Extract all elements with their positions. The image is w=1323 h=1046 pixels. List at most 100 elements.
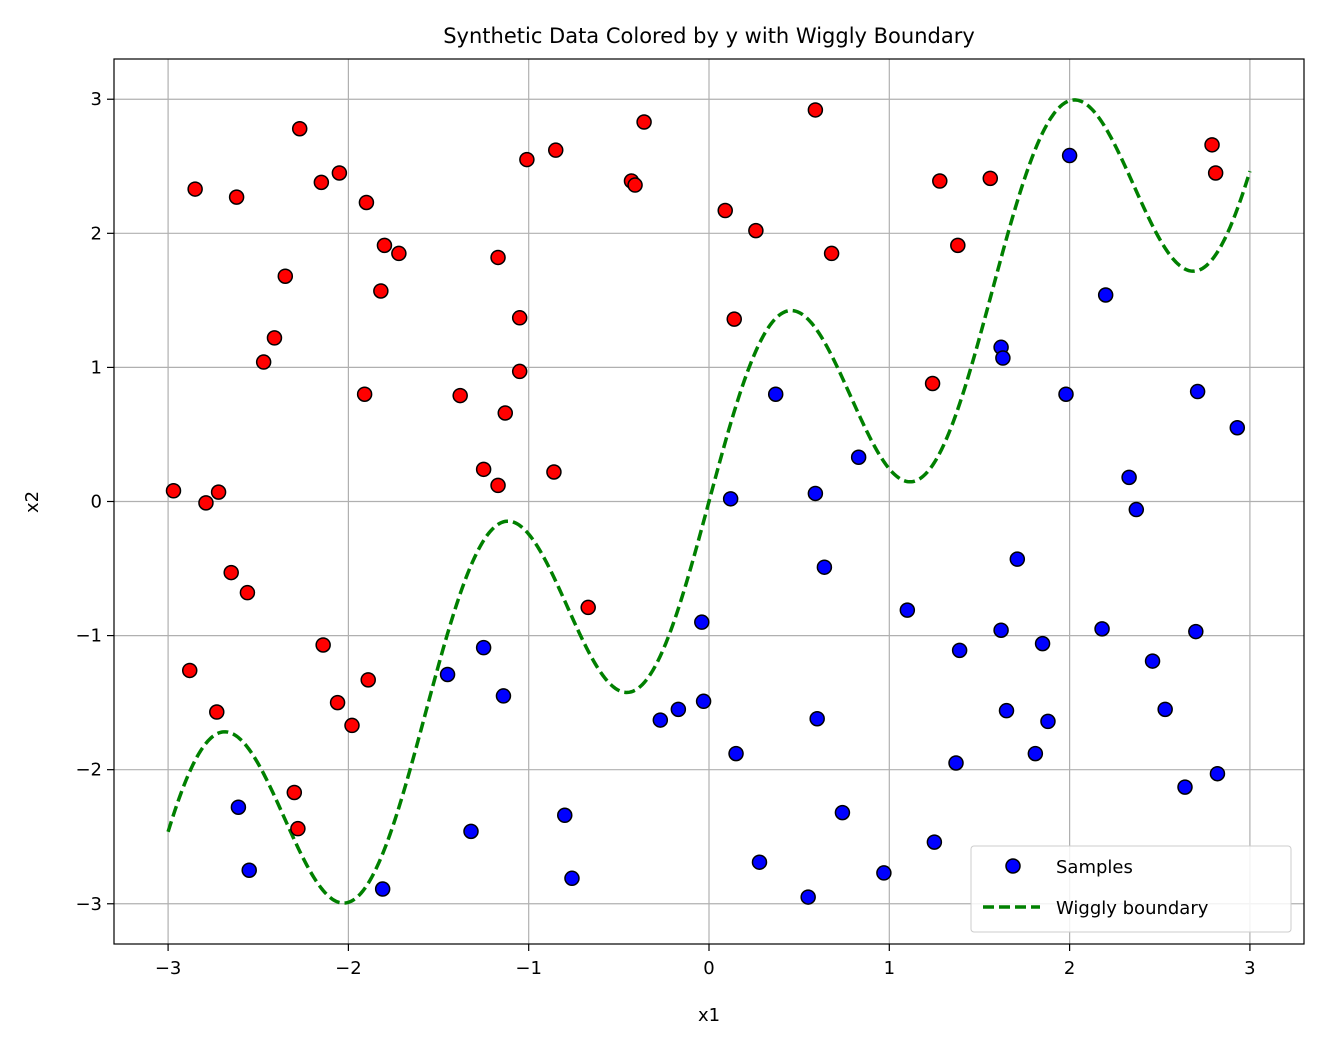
x-axis-label: x1 (698, 1005, 720, 1026)
sample-point-blue (1229, 420, 1246, 436)
y-tick-label: 0 (91, 492, 102, 513)
sample-point-blue (557, 807, 573, 824)
x-tick-label: 0 (703, 958, 714, 979)
y-tick-label: 2 (91, 223, 102, 244)
y-tick-label: −3 (75, 894, 102, 915)
sample-point-blue (876, 865, 892, 881)
sample-point-red (187, 181, 203, 197)
sample-point-red (950, 237, 966, 254)
legend: Samples Wiggly boundary (970, 845, 1292, 933)
sample-point-red (329, 694, 346, 711)
sample-point-blue (1121, 469, 1137, 486)
sample-point-red (239, 584, 256, 601)
sample-point-red (627, 177, 643, 193)
sample-point-red (228, 189, 245, 205)
x-tick-label: −2 (335, 958, 362, 979)
sample-point-blue (1058, 386, 1074, 402)
sample-point-red (165, 483, 182, 499)
x-tick-label: 2 (1064, 958, 1075, 979)
sample-point-red (266, 330, 283, 346)
boundary-line (166, 98, 1252, 905)
sample-point-red (313, 174, 330, 191)
sample-point-blue (800, 889, 816, 905)
sample-point-blue (241, 862, 257, 878)
sample-point-blue (993, 622, 1009, 638)
legend-box (970, 845, 1292, 933)
sample-point-blue (1188, 623, 1204, 640)
sample-point-blue (1128, 501, 1145, 518)
sample-point-blue (475, 639, 492, 656)
sample-point-blue (751, 854, 768, 870)
sample-point-red (209, 704, 225, 720)
sample-point-blue (694, 614, 710, 630)
sample-point-red (391, 245, 407, 262)
sample-point-red (932, 173, 948, 189)
sample-point-red (490, 249, 506, 266)
sample-point-blue (670, 701, 687, 718)
y-axis-label: x2 (22, 491, 43, 513)
sample-point-red (519, 151, 535, 168)
sample-point-red (286, 784, 303, 801)
sample-point-blue (1027, 745, 1044, 762)
sample-point-blue (951, 642, 968, 659)
sample-point-blue (834, 804, 851, 821)
sample-point-blue (1097, 287, 1114, 303)
sample-point-blue (652, 712, 669, 728)
x-tick-label: −1 (515, 958, 542, 979)
sample-point-red (636, 114, 652, 130)
sample-point-red (376, 237, 393, 254)
legend-label-boundary: Wiggly boundary (1056, 898, 1209, 919)
sample-point-blue (995, 350, 1011, 366)
sample-point-red (511, 310, 528, 326)
sample-point-blue (1034, 635, 1051, 652)
sample-point-red (580, 599, 596, 616)
sample-point-blue (850, 449, 867, 465)
sample-point-blue (1209, 765, 1226, 782)
x-tick-label: 1 (884, 958, 895, 979)
sample-point-blue (695, 693, 712, 710)
sample-point-red (726, 311, 742, 327)
sample-point-red (511, 363, 528, 380)
y-tick-label: −2 (75, 760, 102, 781)
sample-point-red (807, 102, 824, 118)
sample-point-blue (1061, 147, 1078, 164)
chart-title: Synthetic Data Colored by y with Wiggly … (443, 24, 975, 48)
boundary-layer (166, 98, 1252, 905)
legend-marker-samples (1005, 858, 1021, 874)
sample-point-blue (998, 702, 1015, 719)
sample-point-red (331, 165, 348, 181)
sample-point-red (210, 484, 227, 500)
sample-point-red (255, 354, 272, 370)
x-tick-label: −3 (155, 958, 182, 979)
x-tick-label: 3 (1244, 958, 1255, 979)
sample-point-red (452, 387, 468, 404)
sample-point-blue (1144, 653, 1161, 669)
sample-point-red (497, 405, 514, 421)
sample-point-blue (1040, 713, 1056, 730)
y-tick-label: −1 (75, 626, 102, 647)
ticks: −3 −2 −1 0 1 2 3 −3 −2 −1 0 1 2 3 (75, 89, 1255, 979)
sample-point-blue (564, 870, 580, 887)
sample-point-blue (439, 666, 456, 683)
sample-point-red (315, 637, 331, 653)
sample-point-blue (722, 491, 739, 507)
sample-point-blue (1009, 551, 1026, 567)
sample-point-blue (816, 559, 833, 575)
sample-point-red (344, 717, 360, 734)
sample-point-blue (899, 602, 916, 618)
sample-point-red (181, 662, 198, 679)
sample-point-red (198, 495, 214, 511)
sample-point-blue (495, 688, 512, 704)
y-tick-label: 3 (91, 89, 102, 110)
sample-point-red (490, 477, 506, 494)
sample-point-blue (463, 823, 479, 840)
sample-point-blue (728, 745, 744, 762)
sample-point-blue (1189, 383, 1206, 400)
sample-point-red (358, 194, 375, 211)
sample-point-red (373, 283, 389, 299)
sample-point-red (291, 120, 308, 137)
sample-point-red (277, 268, 294, 284)
y-tick-label: 1 (91, 357, 102, 378)
sample-point-red (717, 202, 733, 219)
